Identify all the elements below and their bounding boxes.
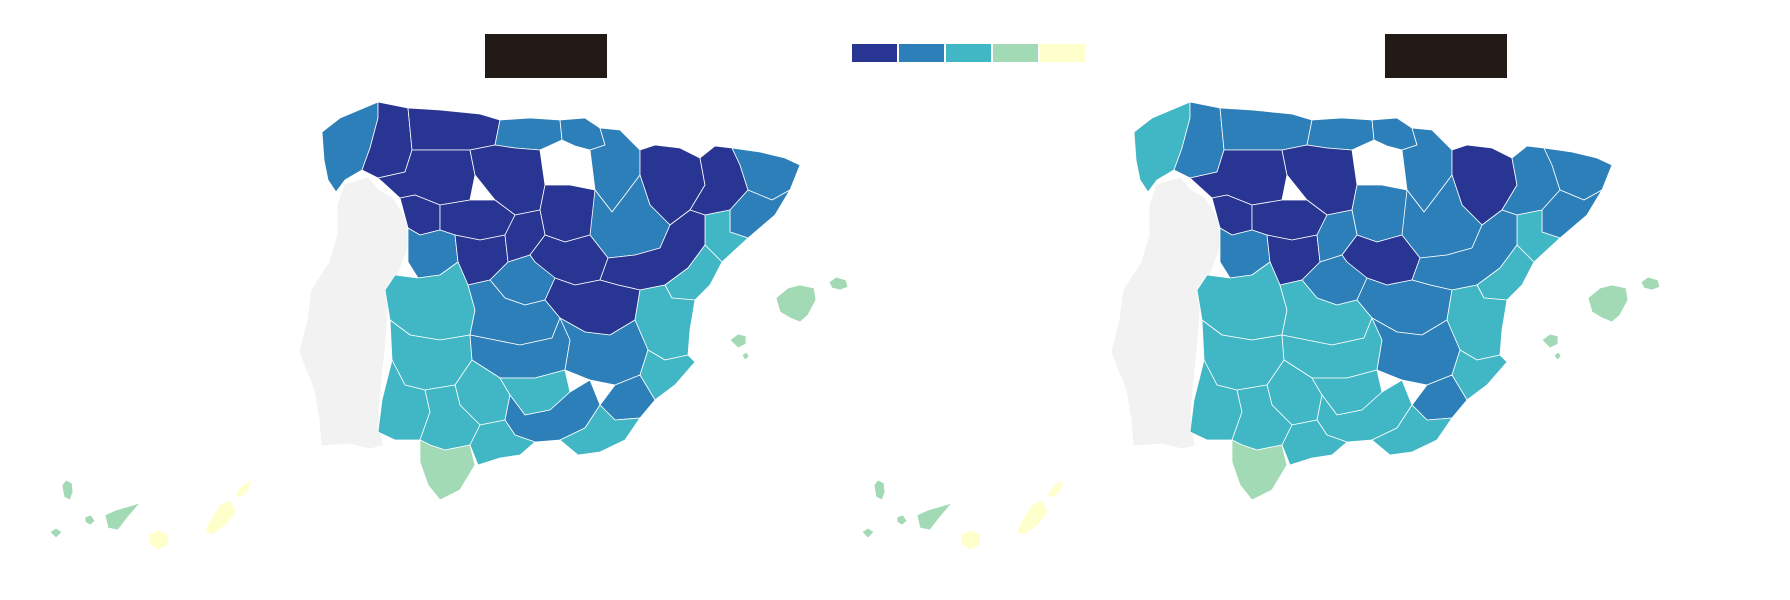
region-galicia-coast	[321, 101, 379, 193]
region-balearic-4	[741, 351, 750, 361]
region-asturias	[407, 107, 501, 151]
color-legend	[852, 44, 1085, 62]
region-canary-east-1	[147, 529, 169, 551]
region-almeria	[1371, 404, 1453, 456]
region-canary-east-3	[234, 479, 253, 499]
region-balearic-1	[1587, 284, 1629, 323]
region-canary-west-2	[49, 527, 63, 539]
region-galicia-coast	[1133, 101, 1191, 193]
region-basque	[559, 117, 606, 151]
region-cadiz	[419, 439, 476, 501]
region-canary-west-3	[896, 514, 908, 526]
legend-swatch-1	[852, 44, 897, 62]
region-canary-east-2	[204, 499, 237, 536]
legend-swatch-5	[1040, 44, 1085, 62]
region-balearic-3	[1541, 333, 1559, 349]
region-canary-east-3	[1046, 479, 1065, 499]
region-almeria	[559, 404, 641, 456]
region-balearic-2	[1640, 276, 1661, 291]
region-canary-west-1	[61, 479, 74, 501]
region-portugal	[1111, 177, 1225, 449]
region-malaga	[1281, 419, 1348, 466]
legend-swatch-4	[993, 44, 1038, 62]
right-map-title-box	[1385, 34, 1507, 78]
left-choropleth-map	[49, 101, 849, 551]
region-balearic-2	[828, 276, 849, 291]
region-malaga	[469, 419, 536, 466]
region-cantabria	[1306, 117, 1375, 151]
region-canary-east-2	[1016, 499, 1049, 536]
region-canary-west-4	[916, 502, 953, 531]
legend-swatch-3	[946, 44, 991, 62]
region-cadiz	[1231, 439, 1288, 501]
region-balearic-4	[1553, 351, 1562, 361]
left-map-title-box	[485, 34, 607, 78]
region-canary-west-1	[873, 479, 886, 501]
region-balearic-1	[775, 284, 817, 323]
region-cantabria	[494, 117, 563, 151]
region-basque	[1371, 117, 1418, 151]
region-canary-west-4	[104, 502, 141, 531]
region-balearic-3	[729, 333, 747, 349]
region-portugal	[299, 177, 413, 449]
region-asturias	[1219, 107, 1313, 151]
legend-swatch-2	[899, 44, 944, 62]
region-canary-west-3	[84, 514, 96, 526]
region-canary-east-1	[959, 529, 981, 551]
region-canary-west-2	[861, 527, 875, 539]
right-choropleth-map	[861, 101, 1661, 551]
